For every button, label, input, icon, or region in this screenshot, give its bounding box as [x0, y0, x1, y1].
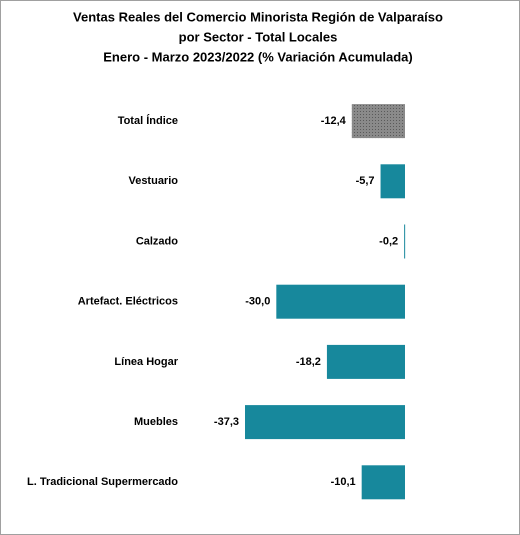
bar — [276, 284, 405, 319]
value-label: -5,7 — [356, 175, 375, 187]
category-label: Artefact. Eléctricos — [78, 296, 178, 308]
category-label: Vestuario — [128, 175, 178, 187]
value-label: -12,4 — [321, 115, 347, 127]
category-label: Muebles — [134, 416, 178, 428]
value-label: -18,2 — [296, 356, 321, 368]
bar — [380, 164, 405, 199]
category-label: L. Tradicional Supermercado — [27, 476, 178, 488]
value-label: -10,1 — [331, 476, 356, 488]
category-label: Total Índice — [118, 114, 178, 127]
bar — [351, 104, 405, 139]
value-label: -0,2 — [379, 235, 398, 247]
category-label: Calzado — [136, 235, 178, 247]
category-label: Línea Hogar — [114, 356, 178, 368]
chart-title: Ventas Reales del Comercio Minorista Reg… — [73, 9, 443, 24]
bar — [404, 224, 406, 259]
bar — [326, 344, 405, 379]
bar — [361, 465, 405, 500]
value-label: -37,3 — [214, 416, 239, 428]
value-label: -30,0 — [245, 296, 270, 308]
bar — [245, 405, 405, 440]
chart-title: Enero - Marzo 2023/2022 (% Variación Acu… — [103, 49, 412, 64]
chart-title: por Sector - Total Locales — [179, 29, 338, 44]
